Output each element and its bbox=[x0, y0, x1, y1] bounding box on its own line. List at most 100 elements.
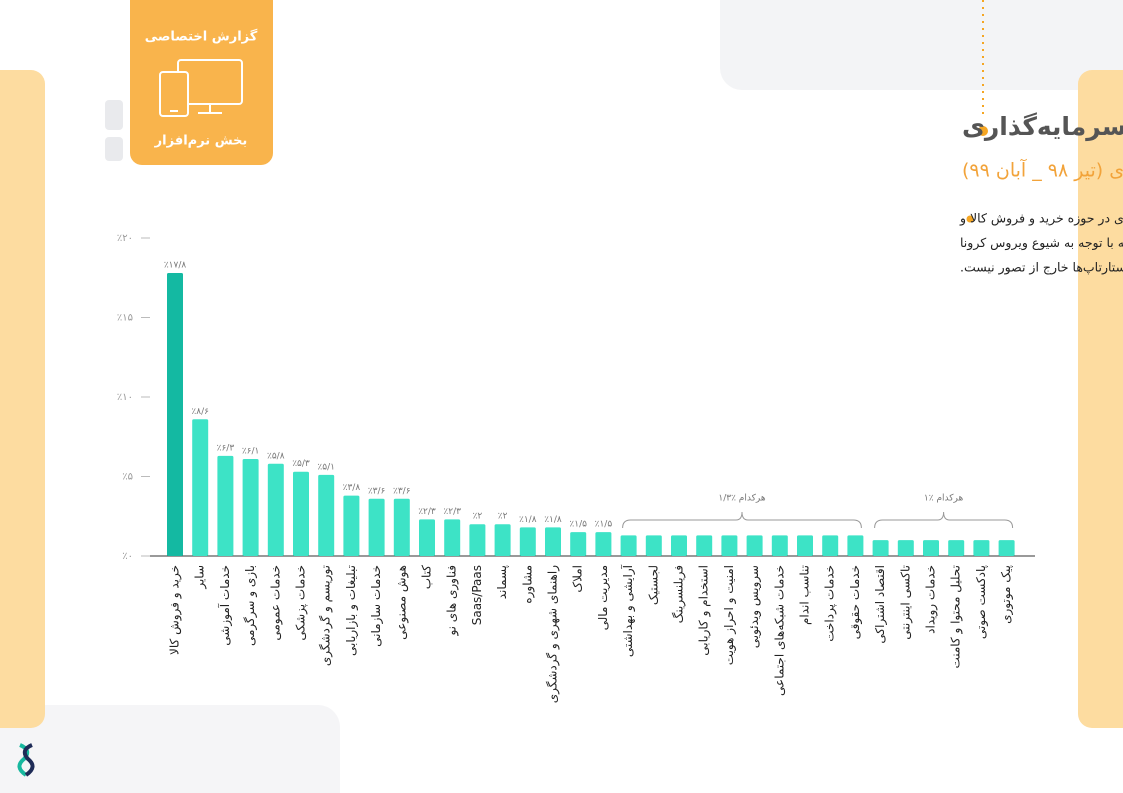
x-tick-label: آرایشی و بهداشتی bbox=[620, 564, 636, 657]
bar bbox=[545, 527, 561, 556]
bar bbox=[671, 535, 687, 556]
x-tick-label: سایر bbox=[193, 565, 208, 590]
note-line: خدمات آموزشی آنلاین می‌باشند که با توجه … bbox=[960, 235, 1123, 251]
x-tick-label: مشاوره bbox=[520, 565, 535, 604]
value-label: ٪۵/۳ bbox=[292, 459, 310, 469]
x-tick-label: تاکسی اینترنتی bbox=[898, 565, 913, 640]
bg-tab bbox=[105, 137, 123, 161]
x-tick-label: بازی و سرگرمی bbox=[243, 565, 258, 646]
value-label: ٪۲ bbox=[498, 512, 508, 522]
value-label: ٪۶/۱ bbox=[242, 447, 260, 457]
y-tick-label: ٪۵ bbox=[122, 472, 133, 483]
bar bbox=[822, 535, 839, 556]
x-tick-label: سرویس ویدئویی bbox=[747, 565, 762, 648]
bar bbox=[797, 535, 813, 556]
title-dot bbox=[978, 126, 988, 136]
bg-tab bbox=[105, 100, 123, 130]
bar bbox=[494, 524, 511, 556]
value-label: ٪۱/۸ bbox=[519, 515, 537, 525]
x-tick-label: خدمات سازمانی bbox=[369, 565, 384, 647]
bar bbox=[948, 540, 965, 556]
note-line: بخش قابل توجه طرح‌های ورودی در حوزه خرید… bbox=[959, 211, 1123, 227]
bar bbox=[721, 535, 738, 556]
note-bullet bbox=[966, 215, 974, 223]
x-tick-label: خدمات رویداد bbox=[924, 565, 939, 634]
x-tick-label: استخدام و کاریابی bbox=[697, 565, 712, 656]
bar bbox=[368, 498, 385, 556]
x-tick-label: تحلیل محتوا و کامنت bbox=[949, 565, 964, 669]
value-label: ٪۵/۸ bbox=[267, 451, 285, 461]
x-tick-label: امنیت و احراز هویت bbox=[722, 565, 737, 665]
value-label: ٪۳/۸ bbox=[343, 483, 361, 493]
x-tick-label: پیک موتوری bbox=[999, 565, 1014, 624]
group-brace bbox=[874, 511, 1014, 529]
x-tick-label: خدمات شبکه‌های اجتماعی bbox=[772, 565, 786, 696]
bar bbox=[419, 519, 435, 556]
x-tick-label: کتاب bbox=[420, 565, 434, 590]
bar bbox=[318, 474, 335, 556]
bar bbox=[998, 540, 1015, 556]
bar bbox=[771, 535, 788, 556]
value-label: ٪۲ bbox=[473, 512, 483, 522]
side-panel bbox=[1078, 70, 1123, 728]
logo bbox=[17, 743, 35, 777]
x-tick-label: مدیریت مالی bbox=[596, 565, 611, 630]
x-tick-label: پادکست صوتی bbox=[974, 565, 989, 639]
x-tick-label: Saas/Paas bbox=[470, 565, 484, 625]
bar bbox=[973, 540, 990, 556]
bar bbox=[444, 519, 461, 556]
x-tick-label: توریسم و گردشگری bbox=[319, 565, 334, 666]
bg-panel bbox=[720, 0, 1123, 90]
value-label: ٪۳/۶ bbox=[393, 486, 411, 496]
bar bbox=[217, 455, 234, 556]
bar bbox=[167, 272, 183, 556]
x-tick-label: اقتصاد اشتراکی bbox=[873, 565, 888, 644]
value-label: ٪۱/۵ bbox=[595, 520, 613, 530]
x-tick-label: خدمات آموزشی bbox=[217, 565, 233, 646]
y-tick-label: ٪۲۰ bbox=[117, 233, 133, 244]
bar bbox=[242, 459, 259, 556]
value-label: ٪۱۷/۸ bbox=[164, 260, 187, 270]
value-label: ٪۱/۵ bbox=[569, 520, 587, 530]
bar bbox=[872, 540, 889, 556]
bar bbox=[696, 535, 713, 556]
x-tick-label: فریلنسرینگ bbox=[672, 565, 687, 623]
bar bbox=[293, 471, 309, 556]
value-label: ٪۲/۳ bbox=[443, 507, 461, 517]
bar bbox=[393, 498, 410, 556]
bar bbox=[897, 540, 914, 556]
x-tick-label: خدمات پزشکی bbox=[294, 565, 309, 641]
value-label: ٪۱/۸ bbox=[544, 515, 562, 525]
x-tick-label: لجستیک bbox=[646, 565, 660, 605]
group-annotation: هرکدام ٪۱ bbox=[924, 494, 964, 504]
badge-section: بخش نرم‌افزار bbox=[154, 134, 248, 149]
bar bbox=[923, 540, 939, 556]
note-line: در یک سال اخیر، رشد و ظهور این استارتاپ‌… bbox=[960, 260, 1123, 276]
chart-title: حوزه فعالیت درخواست‌های سرمایه‌گذاری bbox=[962, 112, 1123, 142]
value-label: ٪۳/۶ bbox=[368, 486, 386, 496]
x-tick-label: خدمات عمومی bbox=[268, 565, 283, 641]
chart-subtitle: ۴۰۶ درخواست سرمایه‌گذاری (تیر ۹۸ _ آبان … bbox=[962, 158, 1123, 182]
bar bbox=[570, 532, 587, 556]
badge bbox=[130, 0, 273, 165]
bar bbox=[746, 535, 763, 556]
x-tick-label: خرید و فروش کالا bbox=[168, 565, 183, 655]
bar bbox=[595, 532, 612, 556]
bar bbox=[620, 535, 637, 556]
group-brace bbox=[622, 511, 862, 529]
x-tick-label: تبلیغات و بازاریابی bbox=[344, 565, 359, 656]
bar bbox=[343, 495, 360, 556]
side-panel bbox=[0, 70, 45, 728]
y-tick-label: ٪۰ bbox=[122, 551, 133, 562]
y-tick-label: ٪۱۵ bbox=[117, 313, 133, 324]
x-tick-label: تناسب اندام bbox=[798, 565, 812, 625]
badge-title: گزارش اختصاصی bbox=[145, 29, 258, 45]
x-tick-label: خدمات حقوقی bbox=[848, 565, 863, 639]
monitor-icon bbox=[159, 59, 243, 117]
x-tick-label: هوش مصنوعی bbox=[394, 565, 409, 640]
value-label: ٪۲/۳ bbox=[418, 507, 436, 517]
group-annotation: هرکدام ٪۱/۳ bbox=[718, 494, 765, 504]
bar bbox=[192, 419, 209, 556]
bar bbox=[267, 463, 284, 556]
value-label: ٪۵/۱ bbox=[317, 462, 335, 472]
